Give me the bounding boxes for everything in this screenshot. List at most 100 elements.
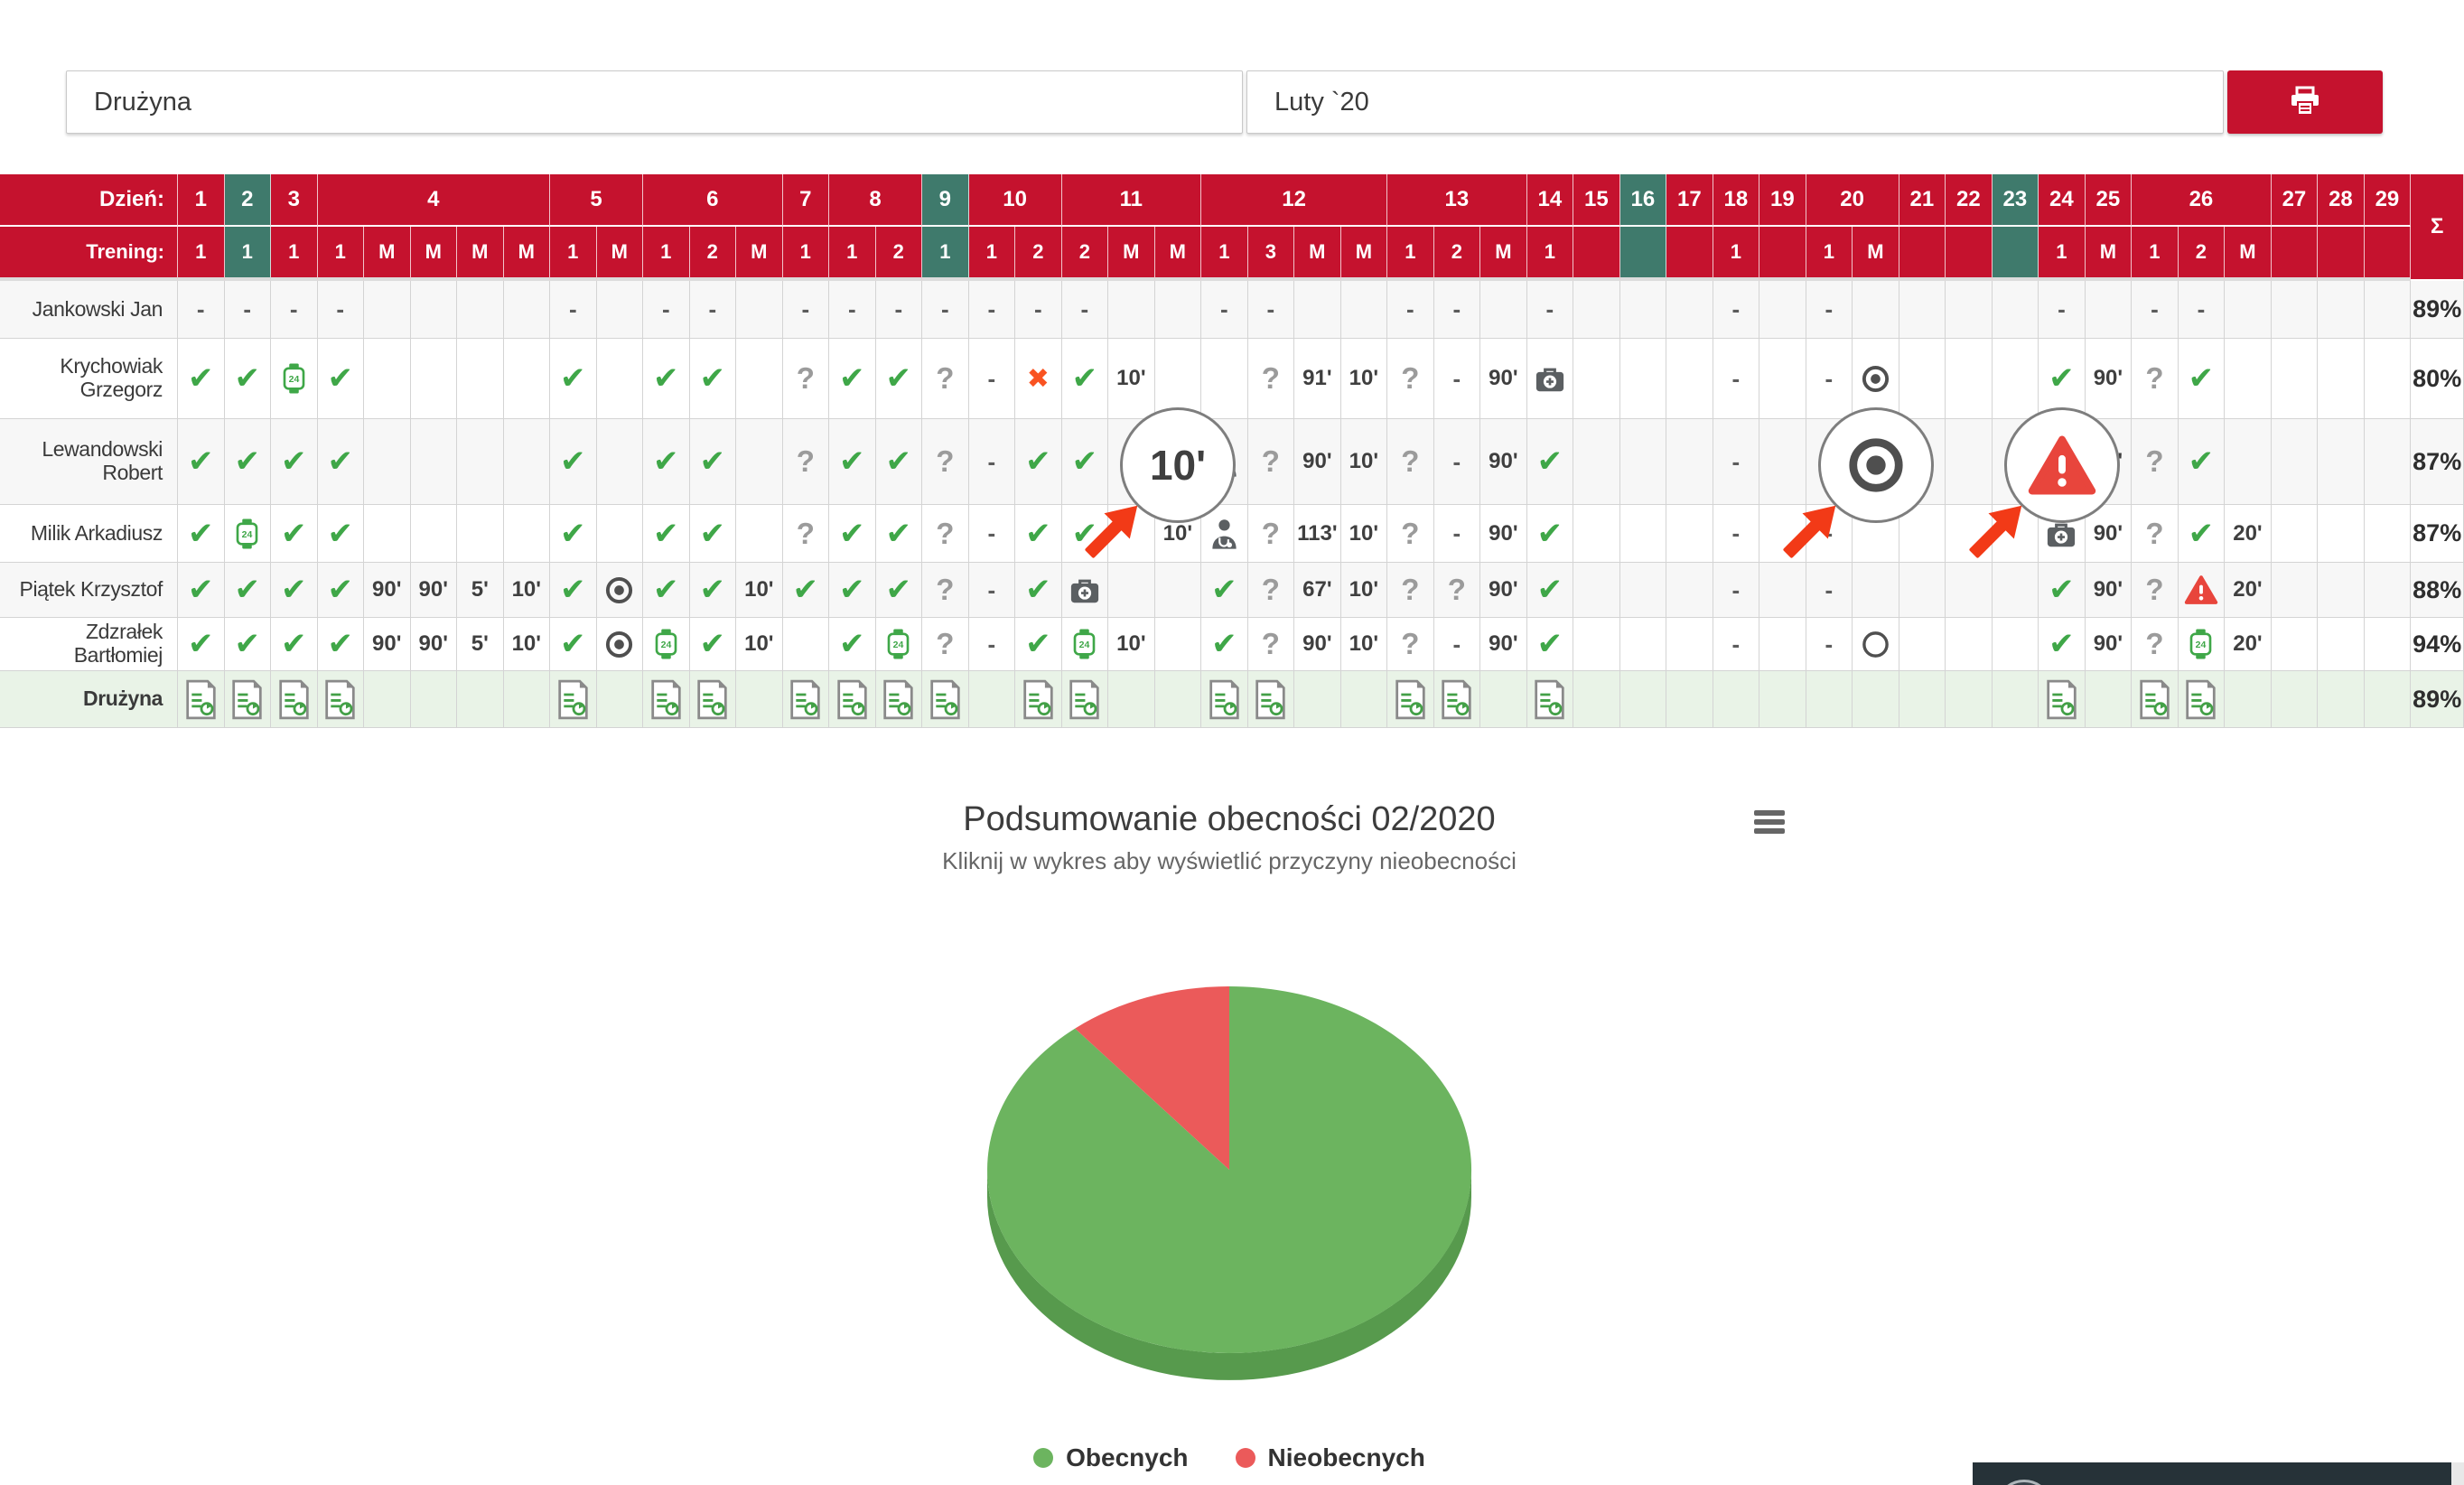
attendance-cell[interactable]: 10' [1340,419,1388,505]
attendance-cell[interactable]: 24 [1061,618,1109,671]
attendance-cell[interactable] [1526,339,1574,419]
attendance-cell[interactable]: 10' [1340,339,1388,419]
attendance-cell[interactable] [1526,671,1574,728]
attendance-cell[interactable] [1759,563,1806,618]
attendance-cell[interactable]: ✔ [829,563,876,618]
attendance-cell[interactable] [1573,281,1620,339]
attendance-cell[interactable] [1759,505,1806,563]
attendance-cell[interactable]: 10' [503,563,551,618]
attendance-cell[interactable]: 90' [2085,618,2133,671]
attendance-cell[interactable]: - [1015,281,1062,339]
attendance-cell[interactable]: ✔ [317,339,364,419]
attendance-cell[interactable]: 90' [2085,563,2133,618]
attendance-cell[interactable] [1853,671,1899,728]
attendance-cell[interactable] [922,671,969,728]
magnifier-target[interactable] [1818,407,1934,523]
attendance-cell[interactable]: ✔ [643,419,690,505]
attendance-cell[interactable]: - [1387,281,1434,339]
attendance-cell[interactable] [2225,281,2272,339]
attendance-cell[interactable]: 10' [503,618,551,671]
attendance-cell[interactable]: - [1806,339,1853,419]
attendance-cell[interactable]: ✔ [643,505,690,563]
attendance-cell[interactable] [1899,563,1946,618]
attendance-cell[interactable]: ✔ [178,419,225,505]
attendance-cell[interactable] [1992,618,2039,671]
attendance-cell[interactable] [2364,671,2412,728]
legend-item-0[interactable]: Obecnych [1033,1443,1189,1472]
attendance-cell[interactable]: ✔ [2178,505,2226,563]
attendance-cell[interactable]: ✔ [2039,618,2086,671]
attendance-cell[interactable]: 90' [1294,618,1341,671]
attendance-cell[interactable]: 5' [457,563,504,618]
attendance-cell[interactable] [596,419,644,505]
attendance-cell[interactable]: - [1806,563,1853,618]
pie-slice-obecnych[interactable] [987,986,1472,1353]
attendance-cell[interactable] [2271,505,2319,563]
attendance-cell[interactable]: ✔ [689,339,737,419]
attendance-cell[interactable] [1154,563,1202,618]
attendance-cell[interactable] [2225,671,2272,728]
attendance-cell[interactable] [736,505,783,563]
attendance-cell[interactable]: ? [1247,563,1295,618]
attendance-cell[interactable] [2364,618,2412,671]
attendance-cell[interactable] [1666,281,1713,339]
attendance-cell[interactable]: ? [922,419,969,505]
attendance-cell[interactable] [2318,339,2365,419]
attendance-cell[interactable] [596,618,644,671]
attendance-cell[interactable] [271,671,318,728]
attendance-cell[interactable] [2271,419,2319,505]
attendance-cell[interactable]: ✔ [1061,339,1109,419]
attendance-cell[interactable]: ? [2132,505,2179,563]
attendance-cell[interactable]: 10' [1340,618,1388,671]
attendance-cell[interactable] [2271,563,2319,618]
attendance-cell[interactable] [1154,618,1202,671]
attendance-cell[interactable]: 90' [2085,505,2133,563]
attendance-cell[interactable]: ✔ [550,419,597,505]
attendance-cell[interactable] [1806,671,1853,728]
attendance-cell[interactable] [1154,281,1202,339]
attendance-cell[interactable] [1108,563,1155,618]
attendance-cell[interactable] [1387,671,1434,728]
attendance-cell[interactable]: ✔ [1015,563,1062,618]
attendance-cell[interactable]: - [1433,505,1481,563]
attendance-cell[interactable]: ✔ [271,618,318,671]
attendance-cell[interactable] [1759,419,1806,505]
attendance-cell[interactable]: - [689,281,737,339]
attendance-cell[interactable] [503,339,551,419]
attendance-cell[interactable]: ✔ [875,339,923,419]
attendance-cell[interactable]: ✔ [178,618,225,671]
attendance-cell[interactable] [410,419,457,505]
attendance-cell[interactable]: - [1713,563,1760,618]
attendance-cell[interactable]: - [1713,505,1760,563]
attendance-cell[interactable] [503,505,551,563]
attendance-cell[interactable]: - [1247,281,1295,339]
attendance-cell[interactable]: ✔ [1201,563,1248,618]
attendance-cell[interactable] [736,281,783,339]
attendance-cell[interactable]: - [2039,281,2086,339]
attendance-cell[interactable]: 90' [1480,419,1527,505]
attendance-cell[interactable] [1108,671,1155,728]
attendance-cell[interactable]: ✔ [689,505,737,563]
attendance-cell[interactable]: - [968,281,1016,339]
attendance-cell[interactable]: - [1806,618,1853,671]
attendance-cell[interactable]: 10' [1340,563,1388,618]
pie-slice-nieobecnych[interactable] [1075,986,1229,1170]
attendance-cell[interactable]: ✔ [178,505,225,563]
attendance-cell[interactable] [2271,281,2319,339]
attendance-cell[interactable]: ✔ [829,419,876,505]
attendance-cell[interactable]: ? [1387,419,1434,505]
attendance-cell[interactable] [1619,419,1667,505]
attendance-cell[interactable] [410,505,457,563]
attendance-cell[interactable] [596,505,644,563]
attendance-cell[interactable] [875,671,923,728]
attendance-cell[interactable] [1480,671,1527,728]
attendance-cell[interactable]: ✔ [2178,419,2226,505]
attendance-cell[interactable] [736,671,783,728]
attendance-cell[interactable] [1294,281,1341,339]
attendance-cell[interactable]: - [829,281,876,339]
attendance-cell[interactable] [1992,671,2039,728]
attendance-cell[interactable] [1619,339,1667,419]
attendance-cell[interactable]: ✔ [829,618,876,671]
attendance-cell[interactable] [782,671,830,728]
attendance-cell[interactable] [1759,671,1806,728]
